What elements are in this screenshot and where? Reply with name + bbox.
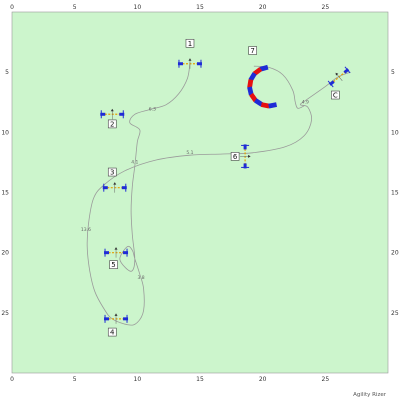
jump-wing-right — [123, 251, 129, 255]
path-line — [86, 62, 351, 326]
tunnel-number-box — [248, 46, 257, 55]
tunnel-number: 7 — [250, 47, 254, 55]
jump-obstacle — [240, 144, 251, 169]
tunnel-segment — [252, 67, 263, 76]
x-tick-top: 5 — [73, 4, 77, 11]
tunnel-segment — [248, 72, 257, 82]
jump-wing-right — [123, 317, 129, 321]
obstacle-number: 4 — [110, 329, 115, 337]
x-tick-top: 20 — [259, 4, 267, 11]
y-tick-right: 15 — [391, 190, 399, 197]
x-tick-bottom: 5 — [73, 376, 77, 383]
x-tick-bottom: 15 — [196, 376, 204, 383]
jump-wing-left — [104, 317, 110, 321]
y-tick-left: 20 — [1, 250, 9, 257]
jump-wing-right — [119, 112, 125, 116]
jump-wing-left — [102, 186, 108, 190]
y-tick-left: 5 — [5, 69, 9, 76]
segment-labels: 6.3 4.1 5.1 4.9 13.6 3.8 — [81, 99, 309, 281]
tunnel-segment — [253, 98, 264, 107]
jump-direction-arrow — [335, 72, 339, 76]
y-tick-right: 25 — [391, 310, 399, 317]
x-tick-bottom: 10 — [134, 376, 142, 383]
tunnel-segment — [260, 102, 270, 109]
jump-obstacle — [104, 313, 129, 324]
x-tick-bottom: 0 — [10, 376, 14, 383]
jump-wing-left — [100, 112, 106, 116]
jump-obstacle — [100, 108, 125, 120]
jump-post-left — [327, 80, 334, 88]
path-line-tunnel — [253, 65, 305, 109]
jump-wing-right — [196, 62, 202, 66]
field-area — [11, 11, 389, 374]
jump-direction-arrow — [113, 182, 117, 185]
obstacle-number-box — [230, 152, 240, 161]
y-tick-left: 10 — [1, 129, 9, 136]
x-tick-top: 15 — [196, 4, 204, 11]
segment-distance-label: 6.3 — [149, 107, 156, 113]
tunnel-segment — [259, 64, 269, 72]
jump-wing-left — [177, 62, 183, 66]
jump-post-right — [344, 66, 351, 74]
obstacle-number: 6 — [233, 153, 238, 161]
jump-direction-arrow — [188, 58, 192, 61]
jump-obstacle — [177, 58, 202, 69]
handler-path — [86, 62, 351, 326]
jump-obstacle — [327, 66, 351, 88]
tunnel-segment — [249, 92, 258, 103]
obstacles: 1 2 3 4 5 6 C — [100, 38, 351, 337]
tunnel-segment — [247, 86, 254, 96]
jump-obstacle — [104, 247, 129, 258]
obstacle-number: 3 — [110, 169, 114, 177]
obstacle-number: 5 — [111, 261, 115, 269]
tunnel-obstacle: 7 — [247, 46, 278, 109]
jump-direction-arrow — [248, 154, 251, 158]
jump-wing-left — [104, 251, 110, 255]
y-tick-left: 15 — [1, 190, 9, 197]
obstacle-number-box — [185, 38, 195, 48]
obstacle-number-box — [109, 260, 118, 270]
jump-wing-right — [121, 186, 127, 190]
x-tick-bottom: 20 — [259, 376, 267, 383]
x-tick-top: 10 — [134, 4, 142, 11]
segment-distance-label: 13.6 — [81, 227, 91, 233]
y-tick-right: 10 — [391, 129, 399, 136]
obstacle-number-box — [331, 90, 340, 100]
y-tick-right: 20 — [391, 250, 399, 257]
y-tick-right: 5 — [391, 69, 395, 76]
y-tick-left: 25 — [1, 310, 9, 317]
segment-distance-label: 4.9 — [302, 99, 309, 105]
x-tick-top: 25 — [322, 4, 330, 11]
tunnel-segment — [247, 79, 254, 88]
jump-obstacle — [102, 182, 127, 193]
obstacle-number-box — [107, 119, 117, 129]
segment-distance-label: 3.8 — [138, 275, 145, 281]
jump-direction-arrow — [110, 108, 114, 112]
jump-direction-arrow — [114, 247, 118, 250]
obstacle-number-box — [107, 327, 117, 337]
segment-distance-label: 5.1 — [186, 150, 193, 156]
x-tick-bottom: 25 — [322, 376, 330, 383]
x-tick-top: 0 — [10, 4, 14, 11]
credit-label: Agility Rizer — [353, 392, 387, 398]
tunnel-segment — [268, 102, 278, 109]
obstacle-number-box — [107, 167, 117, 177]
obstacle-number: 1 — [188, 40, 192, 48]
jump-direction-arrow — [114, 313, 118, 316]
segment-distance-label: 4.1 — [131, 160, 138, 166]
obstacle-number: 2 — [110, 120, 114, 128]
obstacle-number: C — [333, 92, 338, 100]
